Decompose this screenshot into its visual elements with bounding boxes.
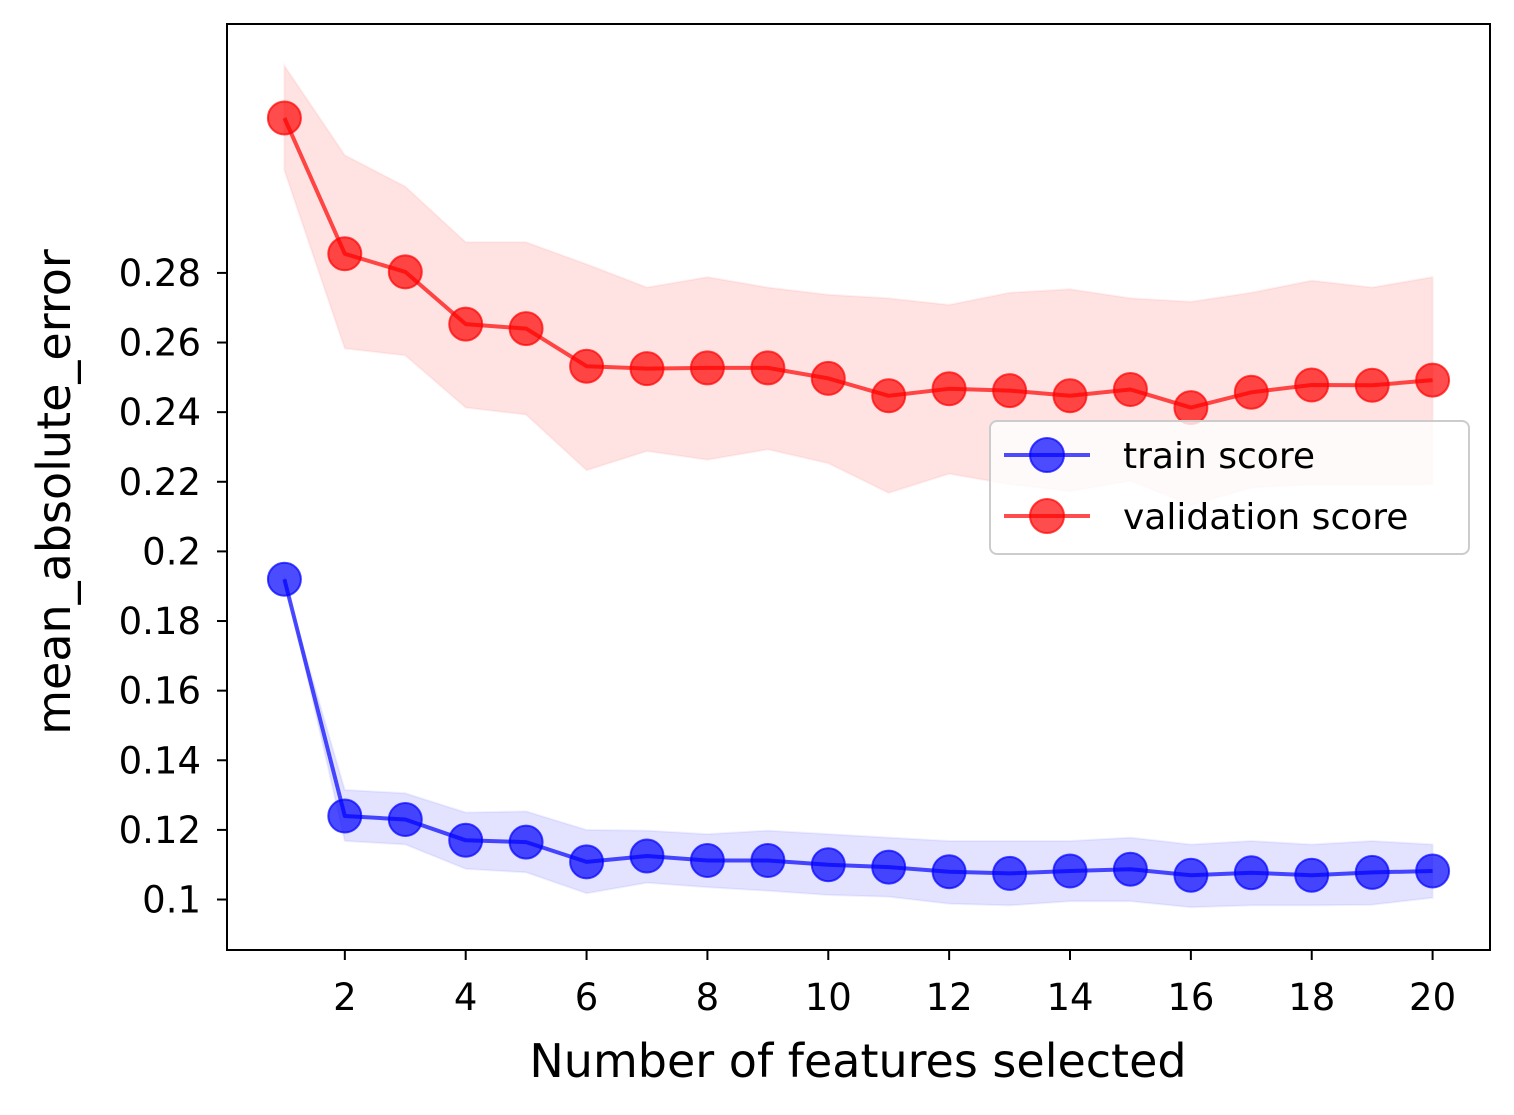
- x-axis-label: Number of features selected: [529, 1034, 1186, 1088]
- train-score-point: [1173, 857, 1209, 893]
- y-tick-label: 0.16: [119, 670, 201, 713]
- y-tick-label: 0.26: [119, 322, 201, 365]
- validation-score-point: [750, 350, 786, 386]
- train-score-point: [266, 561, 302, 597]
- x-axis-ticks: 2 4 6 8 10 12 14 16 18 20: [333, 950, 1456, 1019]
- y-tick-label: 0.1: [142, 879, 201, 922]
- validation-score-point: [810, 360, 846, 396]
- validation-score-point: [931, 371, 967, 407]
- validation-score-point: [629, 351, 665, 387]
- x-tick-label: 14: [1046, 976, 1093, 1019]
- train-score-point: [810, 847, 846, 883]
- validation-score-point: [387, 254, 423, 290]
- validation-score-point: [569, 348, 605, 384]
- legend-validation-label: validation score: [1123, 497, 1408, 538]
- train-score-point: [387, 802, 423, 837]
- y-tick-label: 0.14: [119, 739, 201, 782]
- y-tick-label: 0.24: [119, 391, 201, 434]
- validation-score-point: [1112, 372, 1148, 407]
- y-tick-label: 0.22: [119, 461, 201, 504]
- x-tick-label: 2: [333, 976, 357, 1019]
- legend-validation-marker: [1029, 498, 1065, 534]
- series-markers: [266, 100, 1451, 893]
- train-score-point: [508, 824, 544, 860]
- y-tick-label: 0.18: [119, 600, 201, 643]
- train-score-point: [1294, 857, 1330, 893]
- validation-score-point: [327, 236, 363, 272]
- y-axis-label: mean_absolute_error: [27, 249, 81, 735]
- train-score-point: [871, 849, 907, 885]
- validation-score-point: [508, 311, 544, 347]
- x-tick-label: 18: [1288, 976, 1335, 1019]
- train-score-point: [327, 798, 363, 834]
- train-score-point: [1052, 853, 1088, 889]
- x-tick-label: 10: [805, 976, 852, 1019]
- validation-score-point: [1233, 374, 1269, 410]
- validation-score-point: [448, 306, 484, 342]
- validation-score-point: [1052, 378, 1088, 414]
- legend-train-label: train score: [1123, 436, 1315, 477]
- y-tick-label: 0.2: [142, 530, 201, 573]
- train-score-point: [992, 855, 1028, 891]
- train-score-point: [569, 844, 605, 880]
- y-tick-label: 0.28: [119, 252, 201, 295]
- validation-score-point: [1294, 367, 1330, 403]
- train-score-point: [448, 822, 484, 858]
- legend: train score validation score: [989, 420, 1470, 555]
- train-score-point: [750, 843, 786, 878]
- plot-frame: [226, 23, 1491, 951]
- validation-score-point: [992, 373, 1028, 409]
- x-tick-label: 16: [1167, 976, 1214, 1019]
- x-tick-label: 4: [454, 976, 478, 1019]
- legend-train-marker: [1029, 437, 1065, 473]
- train-score-point: [931, 854, 967, 890]
- y-axis-ticks: 0.1 0.12 0.14 0.16 0.18 0.2 0.22 0.24 0.26 0.28: [119, 252, 227, 922]
- y-tick-label: 0.12: [119, 809, 201, 852]
- train-score-point: [629, 838, 665, 874]
- validation-score-point: [689, 350, 725, 386]
- train-score-point: [1112, 851, 1148, 887]
- legend-frame: [989, 420, 1470, 555]
- train-score-point: [1233, 855, 1269, 891]
- validation-score-point: [1173, 390, 1209, 426]
- validation-score-point: [1354, 367, 1390, 403]
- x-tick-label: 6: [575, 976, 599, 1019]
- validation-score-point: [1415, 362, 1451, 398]
- train-score-point: [689, 843, 725, 878]
- x-tick-label: 20: [1409, 976, 1456, 1019]
- x-tick-label: 12: [926, 976, 973, 1019]
- x-tick-label: 8: [696, 976, 720, 1019]
- train-score-point: [1415, 853, 1451, 889]
- train-score-point: [1354, 854, 1390, 890]
- validation-score-point: [871, 378, 907, 414]
- validation-score-point: [266, 100, 302, 136]
